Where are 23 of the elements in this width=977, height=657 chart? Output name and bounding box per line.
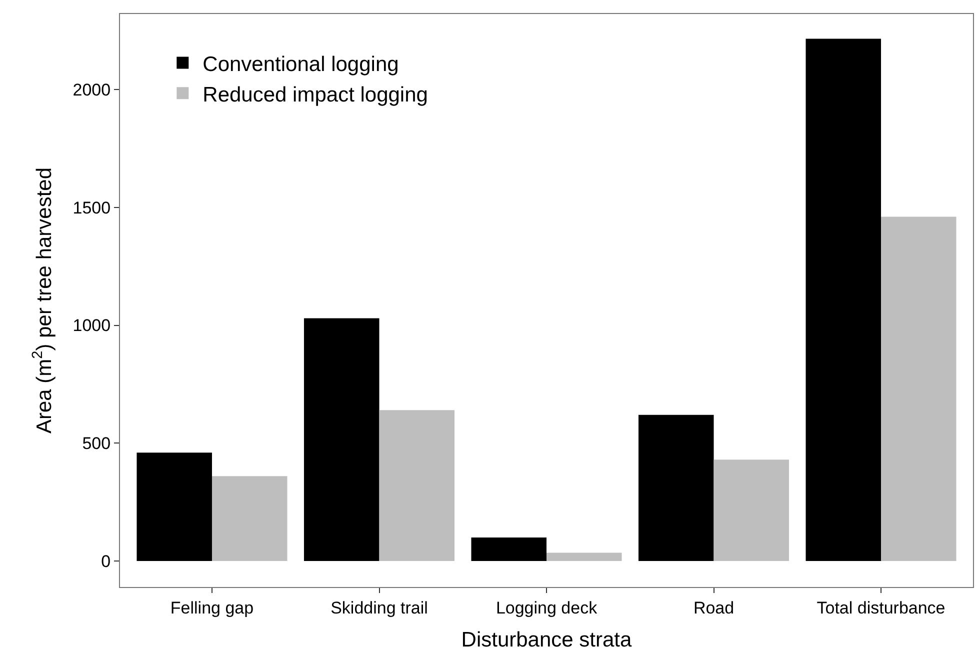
y-tick-label: 2000	[72, 80, 111, 100]
x-tick-label: Skidding trail	[330, 598, 428, 618]
bar	[212, 476, 288, 562]
legend-label: Conventional logging	[202, 52, 399, 76]
y-tick-label: 500	[82, 434, 111, 454]
bar	[881, 216, 956, 562]
y-tick-label: 0	[101, 552, 111, 572]
bar	[304, 318, 380, 562]
bar	[546, 552, 622, 562]
x-tick-label: Felling gap	[170, 598, 254, 618]
bar	[379, 410, 455, 562]
x-tick-label: Road	[693, 598, 734, 618]
y-tick-label: 1500	[72, 198, 111, 218]
bar	[806, 38, 882, 562]
bar	[638, 414, 714, 562]
x-tick-label: Logging deck	[496, 598, 598, 618]
bar	[714, 460, 790, 562]
bar	[136, 452, 212, 562]
x-axis-title: Disturbance strata	[461, 628, 632, 652]
y-tick-label: 1000	[72, 316, 111, 336]
x-tick-label: Total disturbance	[816, 598, 946, 618]
legend-label: Reduced impact logging	[202, 83, 428, 106]
bar	[471, 537, 546, 562]
